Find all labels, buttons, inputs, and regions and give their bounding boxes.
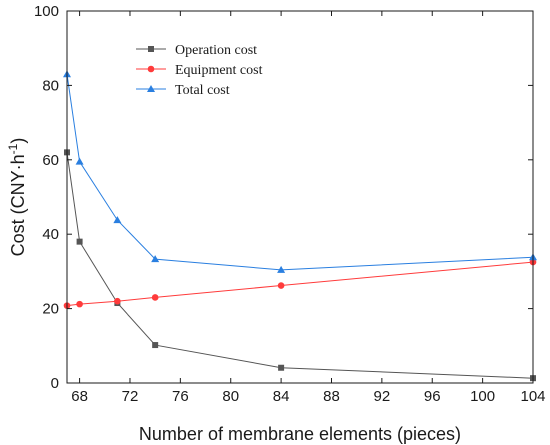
legend-item-3: Total cost	[136, 83, 230, 98]
y-tick-label: 40	[42, 226, 59, 243]
series-3	[63, 70, 537, 273]
data-point	[114, 297, 121, 305]
data-point	[277, 265, 286, 273]
legend: Operation cost Equipment cost Total cost	[136, 43, 263, 98]
data-point	[76, 238, 83, 245]
data-point	[277, 282, 285, 289]
data-point	[152, 342, 159, 349]
legend-label: Equipment cost	[175, 63, 263, 78]
data-point	[75, 157, 84, 165]
x-tick-label: 72	[122, 388, 139, 405]
legend-marker	[147, 65, 155, 73]
legend-marker	[147, 85, 155, 92]
x-tick-label: 76	[172, 388, 189, 405]
y-tick-label: 0	[51, 375, 59, 392]
series-line	[66, 74, 534, 271]
data-point	[76, 300, 83, 308]
data-point	[278, 364, 285, 371]
x-tick-label: 92	[374, 388, 391, 405]
x-tick-label: 104	[520, 388, 545, 405]
y-tick-label: 20	[42, 301, 59, 318]
legend-label: Total cost	[175, 83, 230, 98]
x-tick-label: 68	[71, 388, 88, 405]
series-2	[63, 258, 537, 309]
x-axis-title: Number of membrane elements (pieces)	[139, 424, 461, 444]
y-axis-title: Cost (CNY·h-1)	[6, 138, 28, 257]
legend-label: Operation cost	[175, 43, 257, 58]
x-tick-label: 80	[222, 388, 239, 405]
plot-area	[63, 70, 537, 382]
y-axis-title-main: Cost (CNY·h	[8, 154, 28, 256]
plot-frame	[66, 10, 534, 384]
series-line	[66, 152, 534, 379]
axes: 68 72 76 80 84 88 92 96 100 104 0 20 40 60 80 100	[34, 3, 546, 405]
data-point	[151, 294, 159, 301]
legend-item-1: Operation cost	[136, 43, 257, 58]
legend-item-2: Equipment cost	[136, 63, 263, 78]
x-tick-label: 96	[424, 388, 441, 405]
x-tick-label: 100	[470, 388, 495, 405]
y-tick-label: 100	[34, 3, 59, 20]
x-tick-label: 84	[273, 388, 290, 405]
data-point	[113, 216, 122, 224]
data-point	[151, 255, 160, 263]
legend-marker	[148, 46, 154, 52]
y-tick-label: 60	[42, 152, 59, 169]
series-1	[64, 149, 536, 382]
y-axis-title-superscript: -1	[6, 143, 20, 154]
y-tick-label: 80	[42, 77, 59, 94]
y-axis-title-close: )	[8, 138, 28, 144]
x-tick-label: 88	[323, 388, 340, 405]
